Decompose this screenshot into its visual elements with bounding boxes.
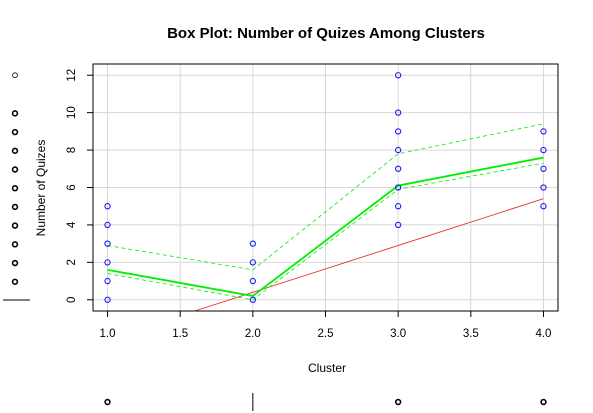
data-point	[395, 128, 402, 135]
data-point	[249, 277, 256, 285]
data-point	[249, 259, 256, 266]
y-axis: 0 2 4 6 8 10 12	[66, 69, 93, 303]
series-band-line	[107, 162, 544, 301]
x-tick-label: 2.0	[245, 328, 261, 340]
y-axis-label: Number of Quizes	[34, 140, 48, 237]
x-axis: 1.0 1.5 2.0 2.5 3.0 3.5 4.0	[100, 311, 551, 340]
margin-point	[11, 241, 19, 248]
x-tick-label: 3.0	[390, 328, 406, 340]
data-point	[395, 165, 402, 172]
data-points	[104, 72, 547, 303]
margin-point	[11, 278, 19, 285]
margin-point	[11, 147, 19, 154]
data-point	[104, 221, 111, 229]
reference-lines	[194, 198, 544, 312]
margin-point	[12, 72, 18, 79]
y-tick-label: 6	[66, 184, 78, 190]
data-point	[395, 184, 402, 191]
margin-point	[540, 398, 547, 406]
y-tick-label: 8	[66, 147, 78, 153]
grid	[93, 64, 558, 311]
series-band-line	[107, 123, 544, 271]
margin-point	[11, 166, 19, 173]
y-tick-label: 4	[66, 221, 78, 228]
y-tick-label: 12	[66, 69, 78, 82]
data-point	[395, 72, 402, 79]
x-tick-label: 2.5	[318, 328, 334, 340]
y-tick-label: 0	[66, 297, 78, 303]
chart-title: Box Plot: Number of Quizes Among Cluster…	[167, 25, 485, 42]
data-point	[395, 221, 402, 229]
data-point	[104, 203, 111, 210]
margin-point	[11, 128, 19, 136]
x-tick-label: 4.0	[535, 328, 551, 340]
data-point	[104, 240, 111, 247]
data-point	[104, 259, 111, 266]
margin-point	[394, 398, 402, 406]
data-point	[540, 184, 547, 191]
data-point	[104, 277, 111, 285]
series-line	[194, 198, 544, 312]
margin-point	[11, 185, 19, 192]
margin-point	[11, 222, 19, 229]
y-tick-label: 2	[66, 259, 78, 265]
data-point	[104, 296, 111, 303]
data-point	[249, 296, 256, 303]
margin-point	[104, 398, 111, 406]
marginal-rug	[3, 72, 547, 411]
y-tick-label: 10	[66, 106, 78, 119]
data-point	[395, 109, 402, 116]
x-axis-label: Cluster	[308, 361, 346, 375]
x-tick-label: 1.5	[172, 328, 188, 340]
data-point	[540, 165, 547, 172]
series-line	[107, 156, 544, 297]
data-point	[540, 203, 547, 210]
series-lines	[107, 123, 544, 301]
margin-point	[11, 259, 19, 267]
x-tick-label: 3.5	[463, 328, 479, 340]
data-point	[540, 128, 547, 135]
margin-point	[11, 110, 19, 117]
data-point	[249, 240, 256, 247]
data-point	[395, 203, 402, 210]
data-point	[395, 146, 402, 154]
x-tick-label: 1.0	[100, 328, 116, 340]
margin-point	[11, 203, 19, 211]
data-point	[540, 146, 547, 154]
